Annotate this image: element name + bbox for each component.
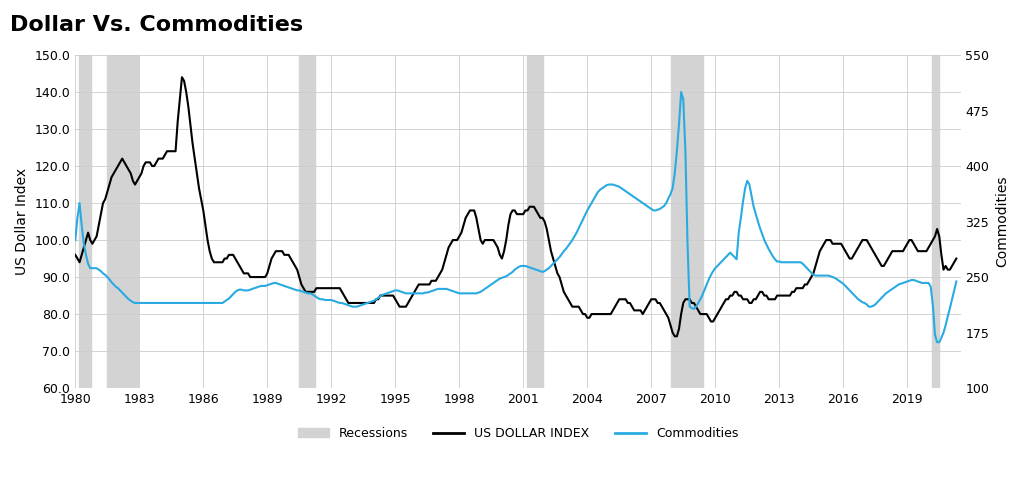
Bar bbox=[527, 55, 543, 388]
Bar bbox=[79, 55, 91, 388]
Bar bbox=[932, 55, 939, 388]
Legend: Recessions, US DOLLAR INDEX, Commodities: Recessions, US DOLLAR INDEX, Commodities bbox=[293, 422, 743, 445]
Bar bbox=[671, 55, 702, 388]
Bar bbox=[299, 55, 315, 388]
Y-axis label: Commodities: Commodities bbox=[995, 176, 1009, 268]
Text: Dollar Vs. Commodities: Dollar Vs. Commodities bbox=[10, 15, 303, 35]
Y-axis label: US Dollar Index: US Dollar Index bbox=[15, 168, 29, 275]
Bar bbox=[108, 55, 137, 388]
